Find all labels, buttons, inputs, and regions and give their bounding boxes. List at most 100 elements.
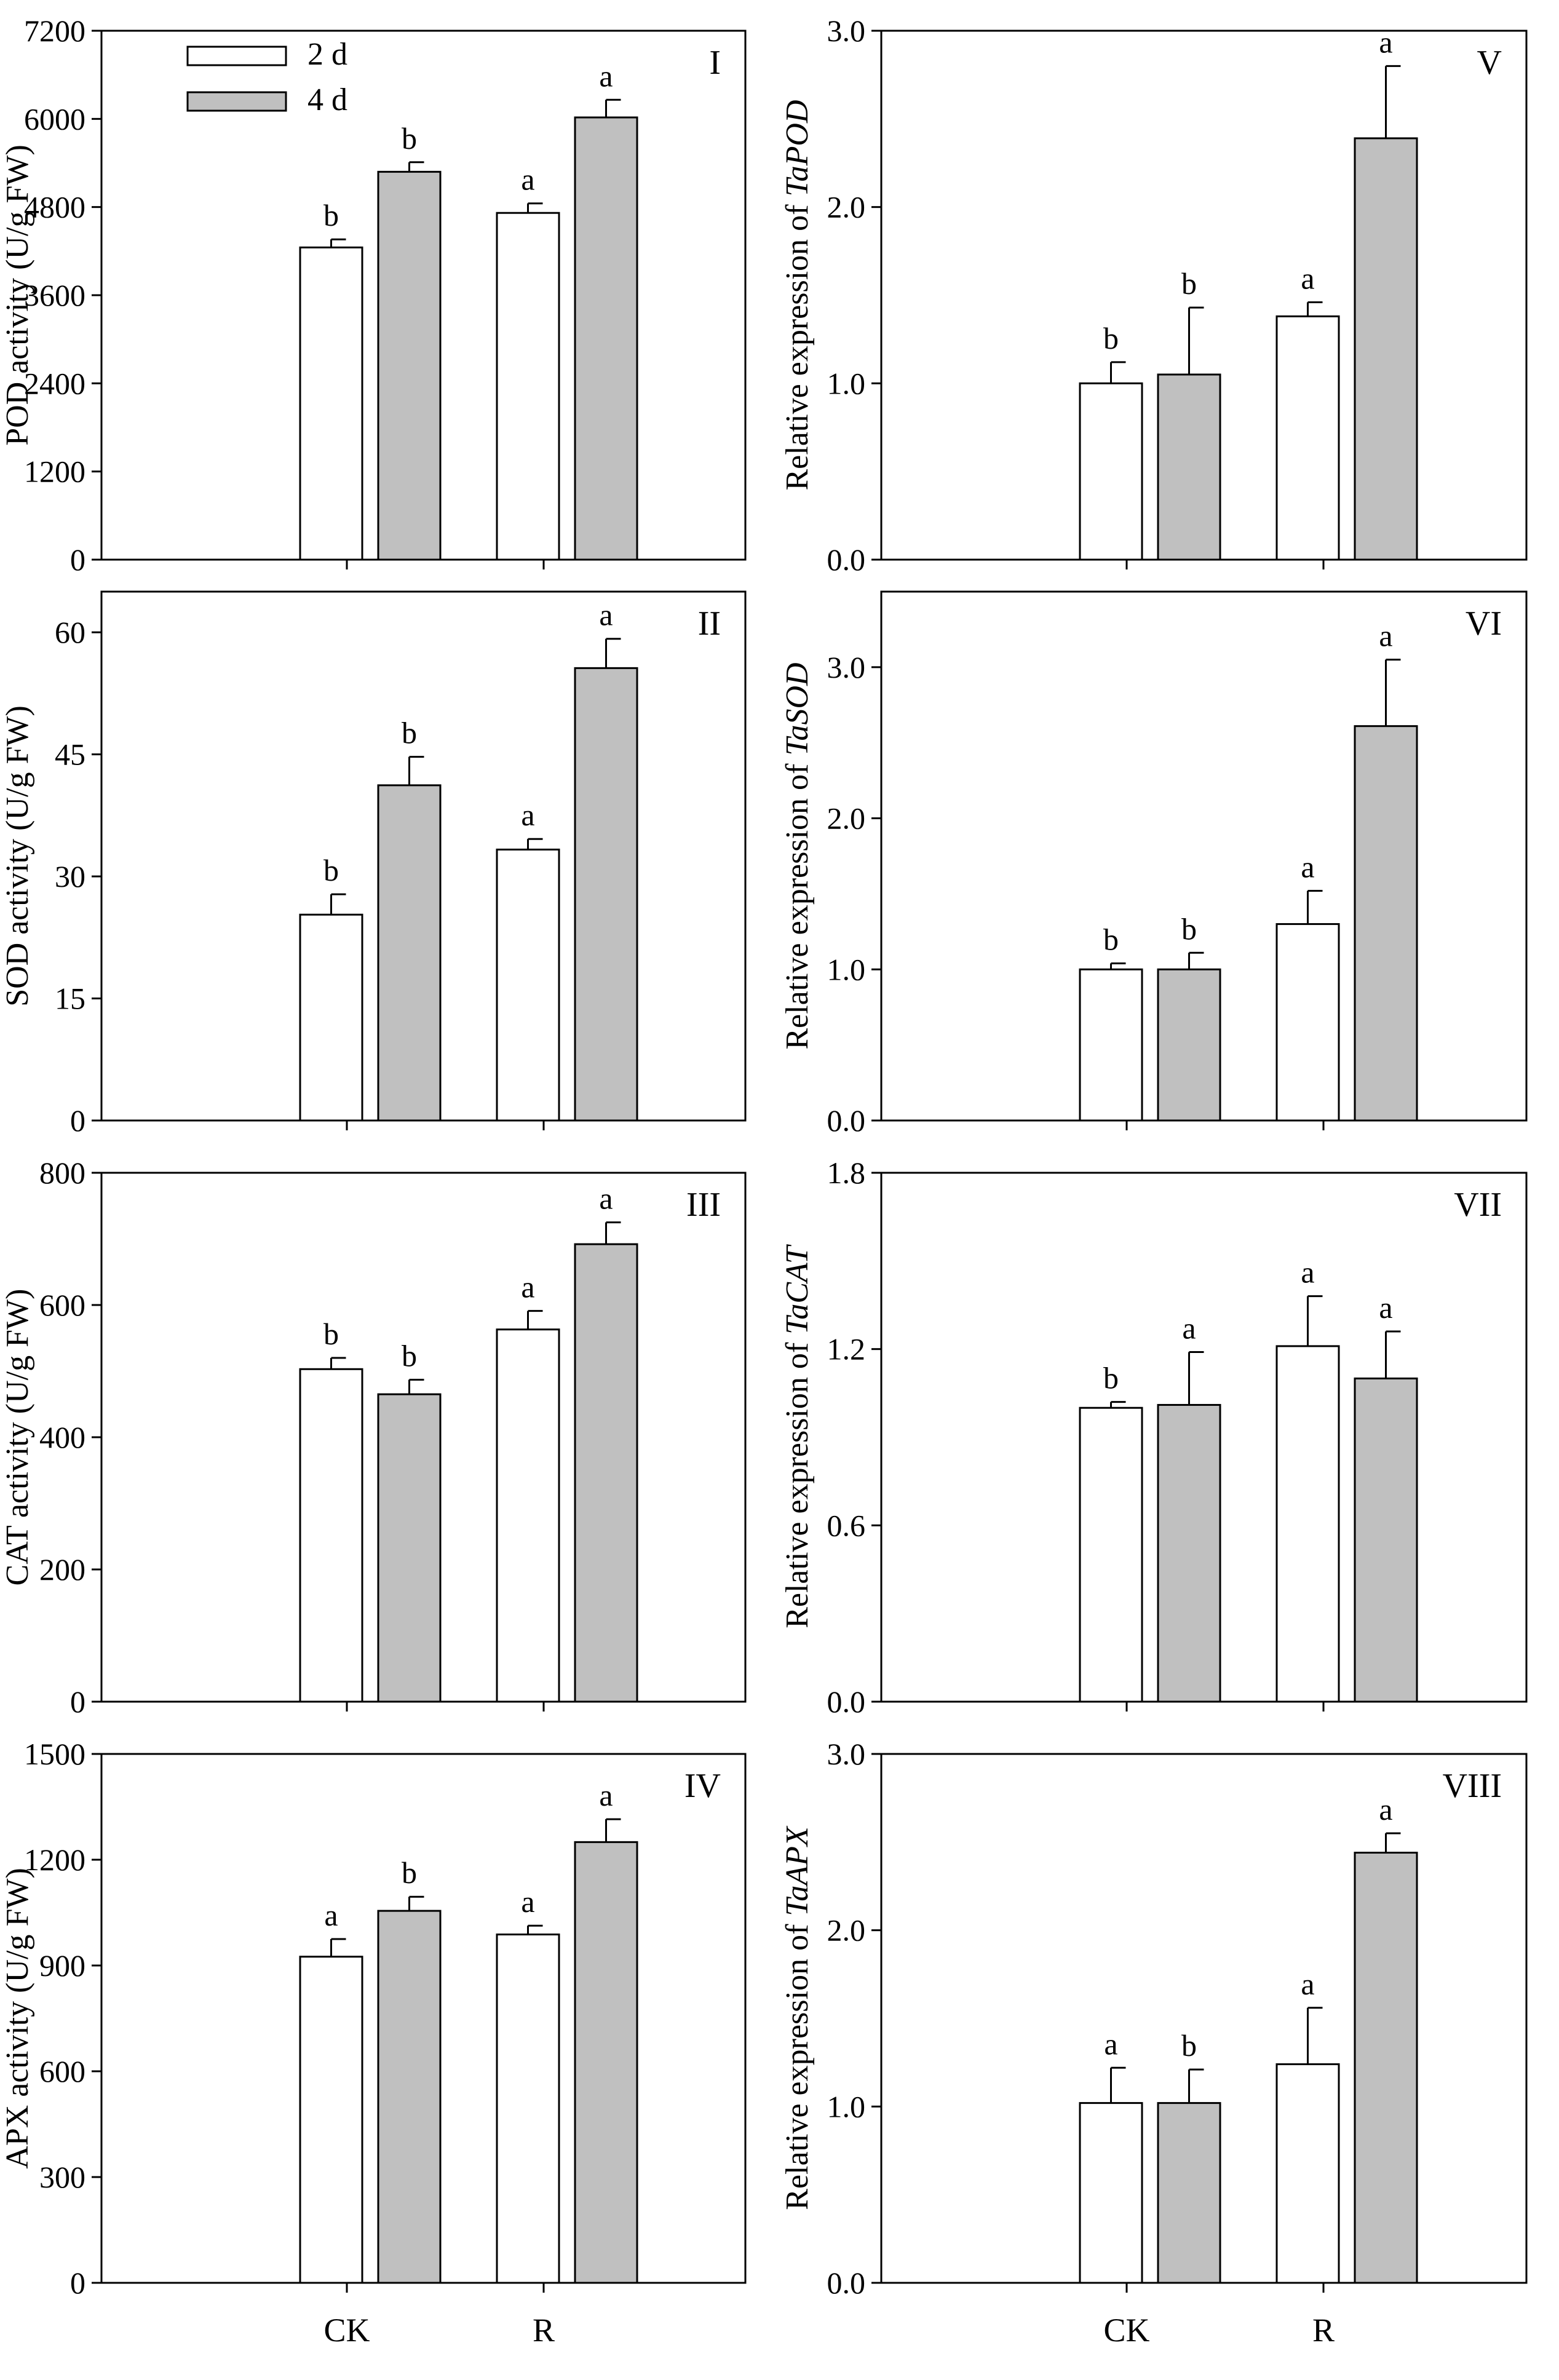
significance-letter: a bbox=[521, 162, 534, 197]
chart-panel-II: 0 15 30 45 60 b a b a II SOD activity (U/g FW) bbox=[0, 590, 747, 1138]
chart-panel-V: 0.0 1.0 2.0 3.0 b a b a V Relative expression of … bbox=[780, 14, 1528, 577]
bar bbox=[496, 848, 560, 1122]
significance-letter: a bbox=[1182, 1311, 1196, 1345]
y-axis-title-text: Relative expression of bbox=[780, 197, 815, 491]
y-tick-label: 0 bbox=[70, 1103, 85, 1138]
bar bbox=[1157, 1403, 1221, 1703]
significance-letter: a bbox=[1301, 1967, 1314, 2001]
significance-letter: a bbox=[1379, 619, 1392, 653]
y-axis-title-gene: TaSOD bbox=[780, 662, 815, 755]
bar bbox=[574, 1243, 638, 1703]
bar bbox=[299, 913, 363, 1122]
significance-letter: a bbox=[599, 58, 613, 93]
significance-letter: a bbox=[1379, 25, 1392, 59]
x-category-label: R bbox=[1312, 2312, 1335, 2349]
y-axis-title-text: APX activity (U/g FW) bbox=[0, 1868, 35, 2169]
chart-panel-IV: 0 300 600 900 1200 1500 a a b a IV APX activity (U/… bbox=[0, 1737, 747, 2349]
panel-label: VII bbox=[1454, 1186, 1502, 1224]
y-axis-title: POD activity (U/g FW) bbox=[0, 145, 35, 446]
y-tick-label: 45 bbox=[55, 737, 85, 772]
bar bbox=[496, 1328, 560, 1703]
bar bbox=[377, 1393, 442, 1703]
y-axis-title-text: Relative expression of bbox=[780, 1916, 815, 2210]
bar bbox=[1079, 2102, 1143, 2284]
bar bbox=[1275, 923, 1340, 1122]
y-axis-title: APX activity (U/g FW) bbox=[0, 1868, 35, 2169]
y-tick-label: 1.0 bbox=[827, 952, 866, 986]
significance-letter: a bbox=[599, 598, 613, 632]
bar bbox=[1354, 1852, 1418, 2284]
y-tick-label: 1.2 bbox=[827, 1332, 866, 1367]
y-tick-label: 1.0 bbox=[827, 2089, 866, 2124]
significance-letter: a bbox=[1301, 850, 1314, 884]
panel-label: VI bbox=[1466, 605, 1502, 643]
panel-label: V bbox=[1477, 44, 1502, 82]
significance-letter: a bbox=[521, 1270, 534, 1304]
y-axis-title: CAT activity (U/g FW) bbox=[0, 1289, 35, 1586]
significance-letter: a bbox=[599, 1778, 613, 1812]
y-tick-label: 400 bbox=[39, 1420, 85, 1454]
y-tick-label: 4800 bbox=[24, 190, 85, 224]
bar bbox=[299, 1956, 363, 2284]
bar bbox=[377, 170, 442, 561]
y-tick-label: 3.0 bbox=[827, 1737, 866, 1771]
y-tick-label: 0 bbox=[70, 542, 85, 577]
bar bbox=[1079, 382, 1143, 561]
y-tick-label: 15 bbox=[55, 982, 85, 1016]
y-axis-title-text: Relative expression of bbox=[780, 756, 815, 1050]
panel-label: II bbox=[698, 605, 721, 643]
y-axis-title: Relative expression of TaCAT bbox=[780, 1244, 815, 1628]
y-tick-label: 1200 bbox=[24, 1843, 85, 1877]
significance-letter: a bbox=[1379, 1290, 1392, 1325]
y-tick-label: 3600 bbox=[24, 278, 85, 312]
y-axis-title: Relative expression of TaAPX bbox=[780, 1825, 815, 2210]
y-tick-label: 600 bbox=[39, 2054, 85, 2088]
legend: 2 d4 d bbox=[186, 37, 347, 117]
bar bbox=[1157, 373, 1221, 561]
y-tick-label: 60 bbox=[55, 615, 85, 649]
y-tick-label: 0.0 bbox=[827, 2266, 866, 2300]
panel-label: IV bbox=[684, 1767, 721, 1805]
chart-panel-VIII: 0.0 1.0 2.0 3.0 a a b a VIII Relative expression … bbox=[780, 1737, 1528, 2349]
y-tick-label: 2.0 bbox=[827, 801, 866, 836]
bar bbox=[1354, 725, 1418, 1122]
chart-panel-VI: 0.0 1.0 2.0 3.0 b a b a VI Relative expression of… bbox=[780, 590, 1528, 1138]
y-tick-label: 7200 bbox=[24, 14, 85, 48]
chart-panel-III: 0 200 400 600 800 b a b a III CAT activity (U/g FW… bbox=[0, 1156, 747, 1719]
bar bbox=[496, 212, 560, 561]
bar bbox=[1275, 315, 1340, 561]
chart-panel-I: 0 1200 2400 3600 4800 6000 7200 b a b a I POD activi… bbox=[0, 14, 747, 577]
significance-letter: b bbox=[323, 853, 339, 887]
y-axis-title: SOD activity (U/g FW) bbox=[0, 705, 35, 1007]
y-axis-title-gene: TaAPX bbox=[780, 1825, 815, 1916]
significance-letter: b bbox=[1181, 911, 1197, 946]
y-axis-title-gene: TaPOD bbox=[780, 100, 815, 197]
significance-letter: a bbox=[1379, 1792, 1392, 1827]
y-tick-label: 3.0 bbox=[827, 650, 866, 684]
legend-swatch bbox=[186, 91, 287, 112]
legend-label: 2 d bbox=[307, 37, 347, 72]
bar bbox=[1354, 137, 1418, 561]
y-tick-label: 200 bbox=[39, 1552, 85, 1587]
y-tick-label: 300 bbox=[39, 2160, 85, 2194]
bar bbox=[496, 1934, 560, 2284]
y-tick-label: 3.0 bbox=[827, 14, 866, 48]
bar bbox=[299, 1368, 363, 1703]
y-tick-label: 600 bbox=[39, 1288, 85, 1322]
bar bbox=[377, 784, 442, 1122]
y-tick-label: 0.0 bbox=[827, 1103, 866, 1138]
y-tick-label: 1.8 bbox=[827, 1156, 866, 1190]
bar bbox=[1354, 1377, 1418, 1703]
significance-letter: a bbox=[324, 1898, 338, 1932]
significance-letter: a bbox=[599, 1181, 613, 1216]
y-axis-title-text: POD activity (U/g FW) bbox=[0, 145, 35, 446]
significance-letter: b bbox=[402, 1338, 417, 1373]
bar bbox=[1275, 1345, 1340, 1703]
y-tick-label: 0.6 bbox=[827, 1508, 866, 1542]
bar bbox=[377, 1910, 442, 2284]
significance-letter: b bbox=[402, 716, 417, 750]
y-axis-title-gene: TaCAT bbox=[780, 1244, 815, 1335]
y-axis-title: Relative expression of TaPOD bbox=[780, 100, 815, 491]
y-tick-label: 6000 bbox=[24, 101, 85, 136]
